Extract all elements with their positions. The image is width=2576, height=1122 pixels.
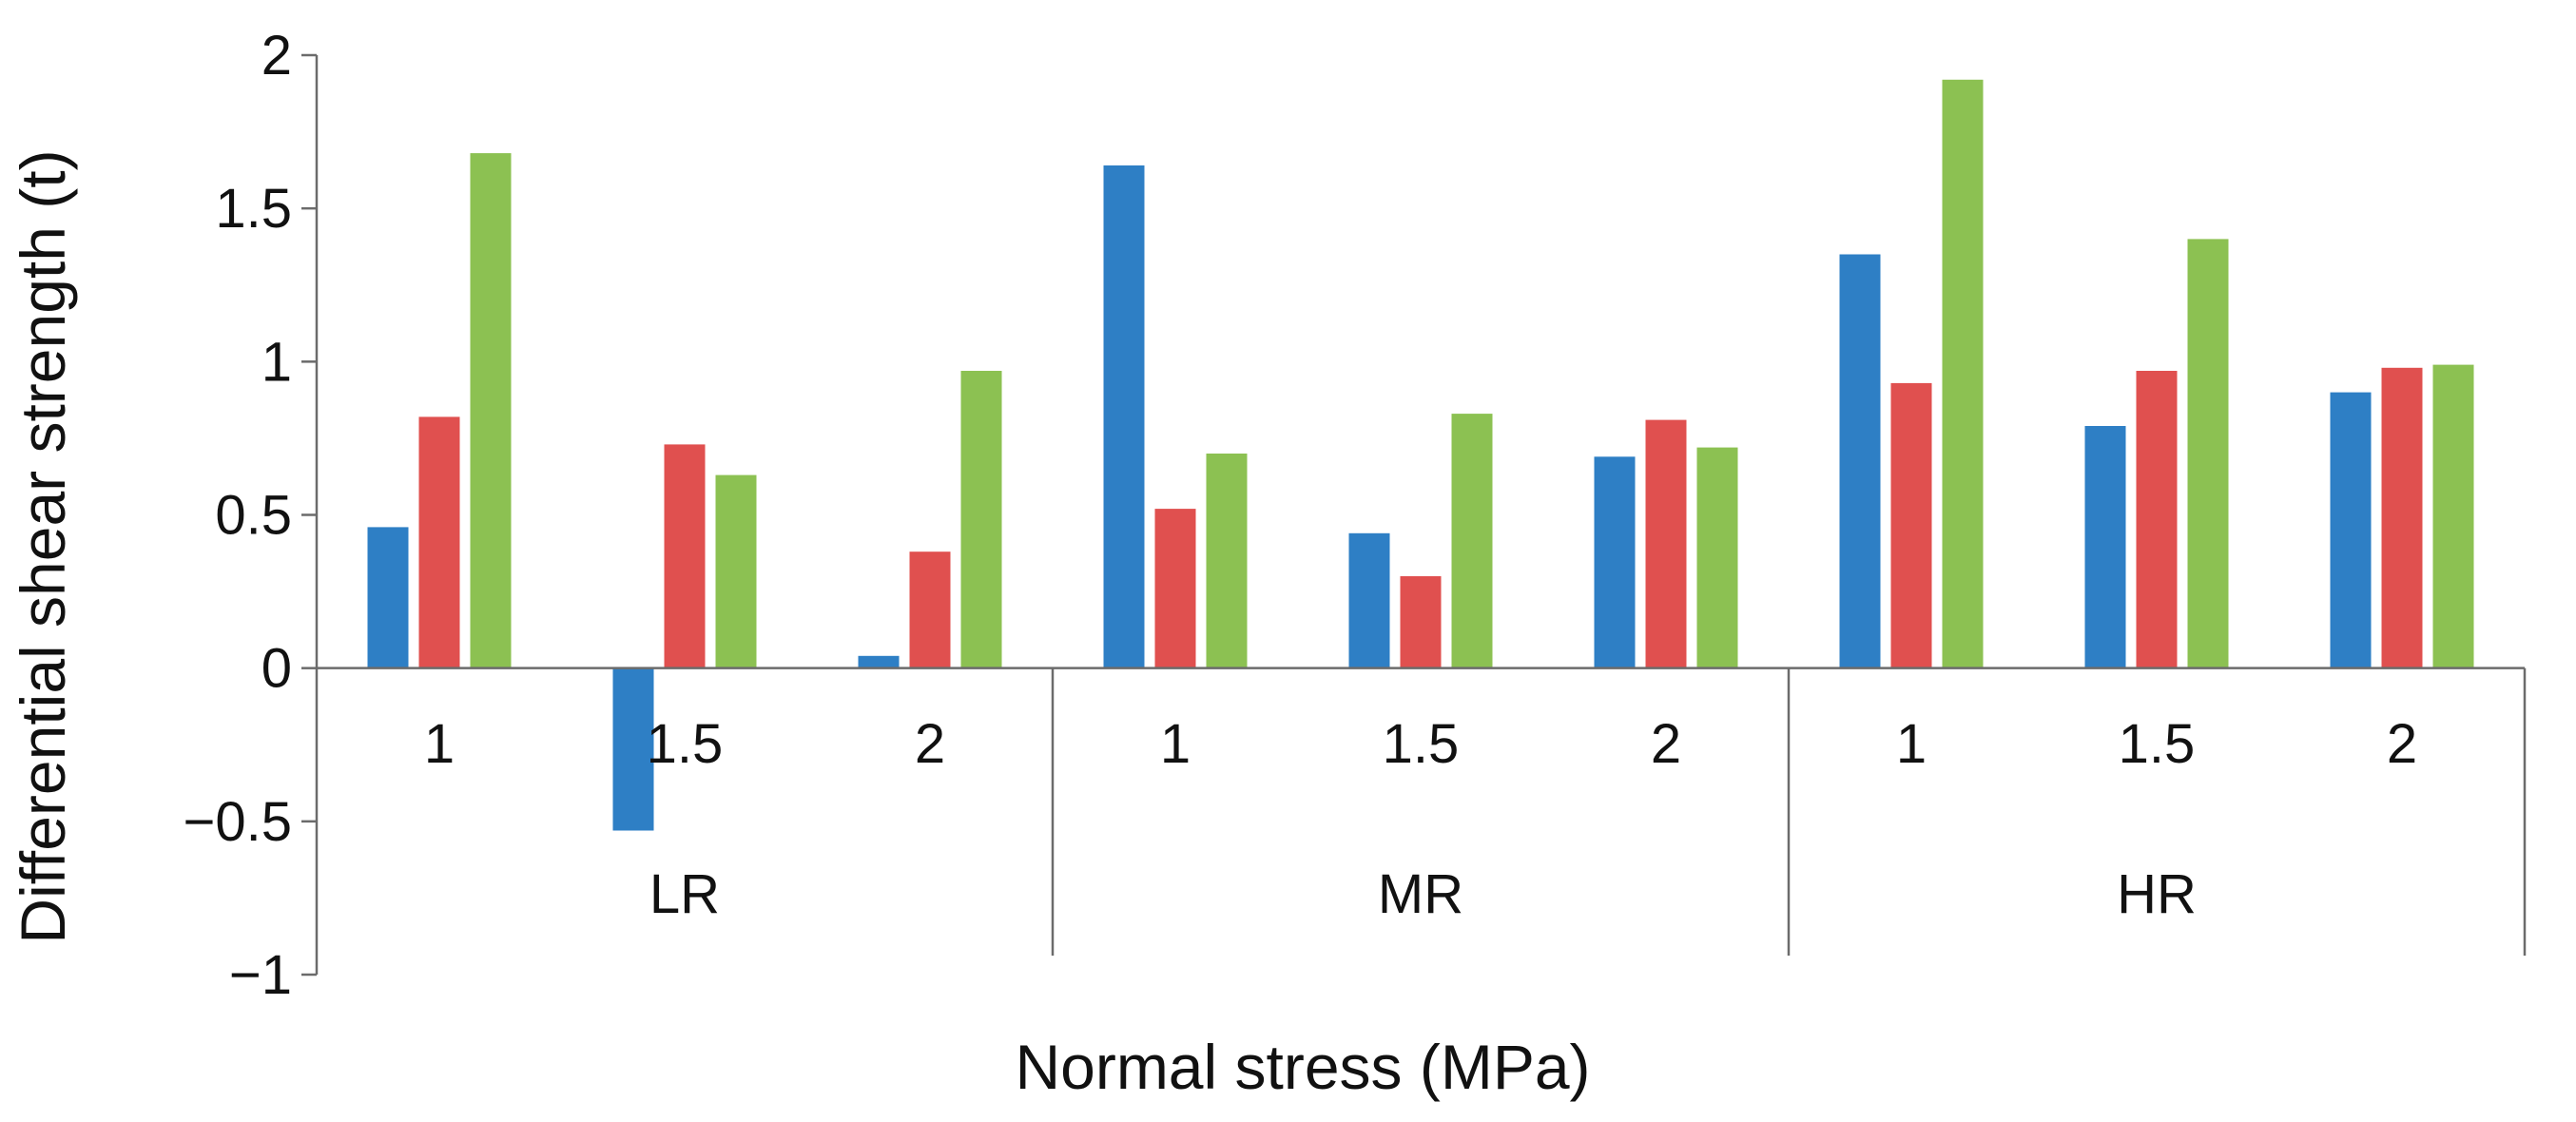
bar-series2-cat9 bbox=[2382, 368, 2423, 668]
bar-series2-cat3 bbox=[910, 551, 951, 668]
bar-series3-cat3 bbox=[961, 371, 1002, 668]
y-tick-label: −0.5 bbox=[184, 791, 293, 853]
bar-series2-cat1 bbox=[419, 416, 460, 667]
x-category-label: 2 bbox=[915, 713, 945, 775]
y-tick-label: 1 bbox=[261, 331, 292, 393]
bar-series1-cat8 bbox=[2085, 426, 2126, 668]
bar-series2-cat4 bbox=[1155, 509, 1196, 668]
bar-series2-cat7 bbox=[1891, 383, 1932, 668]
bar-series3-cat5 bbox=[1452, 414, 1493, 667]
x-category-label: 1.5 bbox=[2119, 713, 2196, 775]
bar-series2-cat6 bbox=[1646, 420, 1687, 668]
x-group-label: HR bbox=[2117, 863, 2197, 925]
bar-chart: 2 1.5 1 0.5 0 −0.5 −1 1 1.5 2 1 1.5 2 1 1.5 2 LR MR HR Dif… bbox=[0, 0, 2576, 1122]
x-group-label: MR bbox=[1378, 863, 1463, 925]
x-category-label: 1 bbox=[1896, 713, 1927, 775]
y-tick-label: 1.5 bbox=[215, 178, 292, 240]
bar-series1-cat5 bbox=[1349, 533, 1390, 668]
bar-series3-cat4 bbox=[1207, 454, 1248, 668]
x-category-label: 1 bbox=[424, 713, 455, 775]
bar-series1-cat7 bbox=[1840, 255, 1881, 668]
bar-series2-cat2 bbox=[665, 444, 706, 667]
bar-series1-cat6 bbox=[1595, 456, 1636, 667]
bar-series1-cat3 bbox=[859, 656, 900, 668]
bar-series3-cat8 bbox=[2188, 239, 2229, 667]
bar-series1-cat4 bbox=[1104, 165, 1145, 668]
y-axis-title: Differential shear strength (t) bbox=[8, 149, 78, 943]
labels-layer: 2 1.5 1 0.5 0 −0.5 −1 1 1.5 2 1 1.5 2 1 1.5 2 LR MR HR bbox=[184, 25, 2418, 1006]
x-category-label: 2 bbox=[2387, 713, 2417, 775]
x-category-label: 2 bbox=[1651, 713, 1681, 775]
bar-series2-cat5 bbox=[1401, 576, 1442, 668]
bar-series1-cat1 bbox=[368, 527, 409, 667]
bar-series3-cat7 bbox=[1943, 80, 1984, 668]
y-tick-label: 0 bbox=[261, 638, 292, 700]
y-tick-label: −1 bbox=[229, 944, 292, 1006]
bar-series3-cat6 bbox=[1697, 448, 1738, 668]
x-group-label: LR bbox=[649, 863, 720, 925]
x-category-label: 1.5 bbox=[1383, 713, 1460, 775]
bar-series2-cat8 bbox=[2137, 371, 2178, 668]
y-tick-label: 0.5 bbox=[215, 485, 292, 547]
x-category-label: 1 bbox=[1160, 713, 1191, 775]
bar-series3-cat9 bbox=[2433, 365, 2474, 668]
bar-series1-cat9 bbox=[2331, 393, 2372, 668]
x-category-label: 1.5 bbox=[647, 713, 724, 775]
bar-series3-cat1 bbox=[471, 153, 512, 668]
bar-series3-cat2 bbox=[716, 475, 757, 668]
y-tick-label: 2 bbox=[261, 25, 292, 87]
x-axis-title: Normal stress (MPa) bbox=[1015, 1032, 1590, 1102]
